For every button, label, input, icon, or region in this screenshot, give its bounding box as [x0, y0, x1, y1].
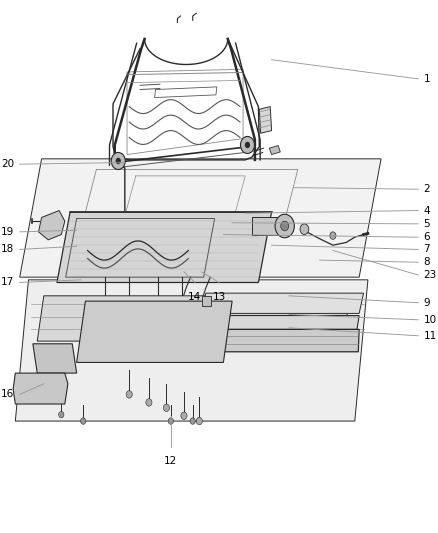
Polygon shape	[77, 301, 232, 362]
Polygon shape	[15, 280, 368, 421]
Text: 6: 6	[424, 232, 430, 242]
Text: 19: 19	[1, 227, 14, 237]
Polygon shape	[252, 217, 280, 235]
Text: 10: 10	[424, 315, 437, 325]
Polygon shape	[201, 293, 364, 313]
Circle shape	[146, 399, 152, 406]
Circle shape	[196, 417, 202, 425]
Circle shape	[281, 221, 289, 231]
Circle shape	[168, 418, 173, 424]
Text: 5: 5	[424, 219, 430, 229]
Text: 23: 23	[424, 270, 437, 280]
Circle shape	[81, 418, 86, 424]
Circle shape	[111, 152, 125, 169]
Polygon shape	[215, 296, 350, 341]
Circle shape	[190, 418, 195, 424]
Text: 4: 4	[424, 206, 430, 215]
Polygon shape	[185, 329, 359, 352]
Circle shape	[330, 232, 336, 239]
Polygon shape	[57, 212, 272, 282]
Polygon shape	[202, 296, 211, 306]
Circle shape	[116, 158, 121, 164]
Text: 16: 16	[1, 390, 14, 399]
Circle shape	[275, 214, 294, 238]
Text: 9: 9	[424, 298, 430, 308]
Polygon shape	[20, 159, 381, 277]
Circle shape	[181, 412, 187, 419]
Text: 18: 18	[1, 245, 14, 254]
Polygon shape	[259, 107, 272, 133]
Circle shape	[126, 391, 132, 398]
Text: 8: 8	[424, 257, 430, 267]
Text: 2: 2	[424, 184, 430, 194]
Polygon shape	[191, 316, 359, 329]
Text: 14: 14	[188, 292, 201, 302]
Text: 12: 12	[164, 456, 177, 466]
Text: 11: 11	[424, 331, 437, 341]
Circle shape	[245, 142, 250, 148]
Polygon shape	[33, 344, 77, 373]
Circle shape	[240, 136, 254, 154]
Polygon shape	[39, 211, 65, 240]
Text: 7: 7	[424, 245, 430, 254]
Circle shape	[163, 404, 170, 411]
Circle shape	[300, 224, 309, 235]
Text: 17: 17	[1, 278, 14, 287]
Polygon shape	[13, 373, 68, 404]
Polygon shape	[269, 146, 280, 155]
Text: 13: 13	[212, 292, 226, 302]
Polygon shape	[37, 296, 215, 341]
Circle shape	[59, 411, 64, 418]
Text: 1: 1	[424, 74, 430, 84]
Text: 20: 20	[1, 159, 14, 169]
